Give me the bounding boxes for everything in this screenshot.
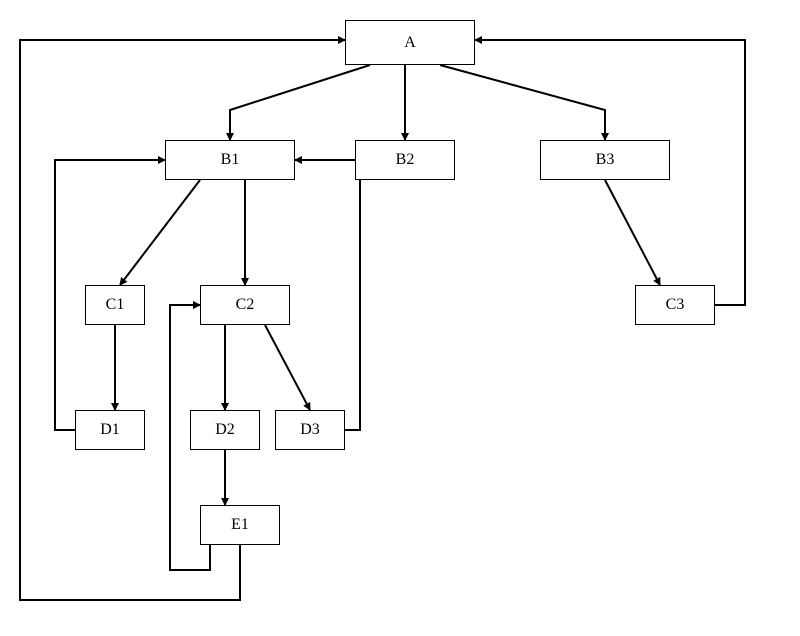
edge [230, 65, 370, 140]
node-label: B1 [221, 151, 240, 169]
node-label: C3 [666, 296, 685, 314]
edge [265, 325, 310, 410]
node-a: A [345, 20, 475, 65]
edge [440, 65, 605, 140]
node-label: D2 [215, 421, 235, 439]
diagram-canvas: A B1 B2 B3 C1 C2 C3 D1 D2 D3 E1 [0, 0, 800, 636]
node-e1: E1 [200, 505, 280, 545]
node-b3: B3 [540, 140, 670, 180]
edge [120, 180, 200, 285]
node-label: C2 [236, 296, 255, 314]
node-b2: B2 [355, 140, 455, 180]
node-label: B2 [396, 151, 415, 169]
node-d3: D3 [275, 410, 345, 450]
edge [295, 160, 360, 430]
node-c2: C2 [200, 285, 290, 325]
node-d2: D2 [190, 410, 260, 450]
node-label: D1 [100, 421, 120, 439]
node-c1: C1 [85, 285, 145, 325]
node-label: E1 [231, 516, 249, 534]
node-b1: B1 [165, 140, 295, 180]
node-d1: D1 [75, 410, 145, 450]
node-label: D3 [300, 421, 320, 439]
node-label: C1 [106, 296, 125, 314]
node-c3: C3 [635, 285, 715, 325]
node-label: A [404, 34, 416, 52]
node-label: B3 [596, 151, 615, 169]
edge [605, 180, 660, 285]
edge [20, 40, 345, 600]
